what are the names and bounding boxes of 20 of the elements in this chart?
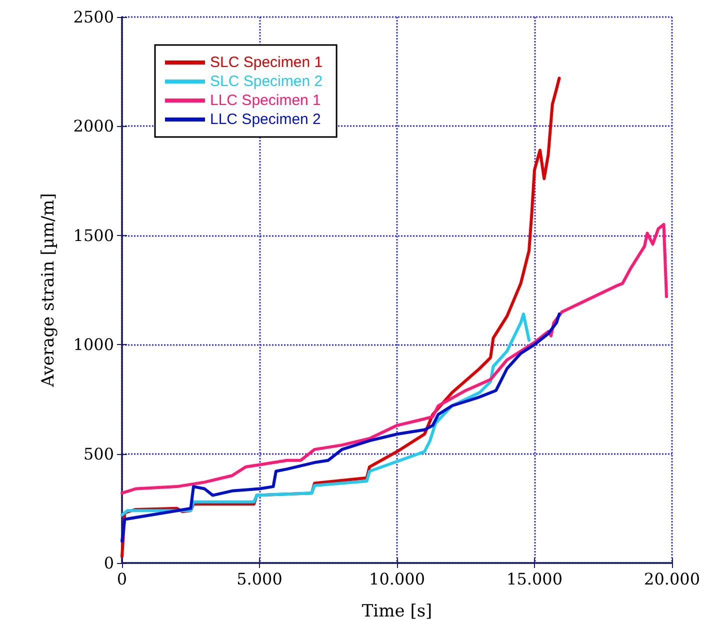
y-tick-label: 2000 <box>73 116 114 136</box>
y-tick-label: 500 <box>83 444 114 464</box>
line-series <box>120 312 530 516</box>
legend-label: SLC Specimen 2 <box>210 73 323 90</box>
y-tick-label: 1500 <box>73 226 114 245</box>
line-series <box>120 312 561 543</box>
x-tick-label: 20.000 <box>644 570 700 588</box>
legend-label: LLC Specimen 2 <box>210 111 321 128</box>
legend-label: SLC Specimen 1 <box>210 54 323 71</box>
x-tick-label: 0 <box>116 570 128 588</box>
y-tick-label: 2500 <box>73 8 114 26</box>
line-series <box>120 222 668 495</box>
y-axis-title: Average strain [µm/m] <box>38 193 58 388</box>
x-tick-label: 15.000 <box>506 570 562 588</box>
y-tick-label: 1000 <box>73 335 114 354</box>
legend-label: LLC Specimen 1 <box>210 92 321 109</box>
x-tick-label: 5.000 <box>236 570 282 588</box>
y-tick-label: 0 <box>104 554 114 572</box>
x-axis-title: Time [s] <box>362 602 432 622</box>
x-tick-label: 10.000 <box>369 570 425 588</box>
